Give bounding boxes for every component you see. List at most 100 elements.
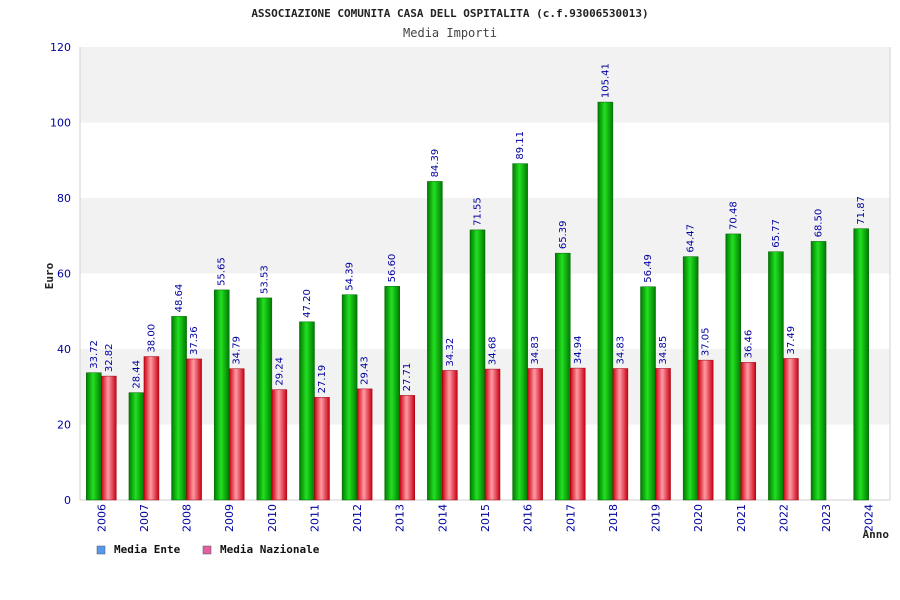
data-label: 71.87 [856, 196, 867, 225]
bar-media-ente [597, 101, 614, 501]
data-label: 37.49 [786, 326, 797, 355]
bar-media-nazionale [101, 375, 117, 501]
bar-media-ente [469, 229, 486, 501]
data-label: 29.24 [274, 357, 285, 386]
bar-media-ente [128, 392, 145, 501]
data-label: 70.48 [728, 201, 739, 230]
bar-media-nazionale [783, 358, 799, 501]
data-label: 34.68 [488, 336, 499, 365]
y-tick-label: 40 [57, 343, 71, 356]
data-label: 37.05 [701, 327, 712, 356]
data-label: 65.39 [558, 221, 569, 250]
x-tick-label: 2007 [138, 504, 151, 532]
bar-media-nazionale [697, 359, 714, 501]
data-label: 37.36 [189, 326, 200, 355]
x-tick-label: 2010 [266, 504, 279, 532]
data-label: 56.49 [643, 254, 654, 283]
x-tick-label: 2016 [522, 504, 535, 532]
data-label: 84.39 [430, 149, 441, 178]
bar-media-nazionale [442, 370, 458, 501]
y-tick-label: 20 [57, 419, 71, 432]
x-tick-label: 2017 [564, 504, 577, 532]
bar-media-ente [725, 233, 742, 501]
bar-media-nazionale [655, 368, 671, 501]
bar-media-nazionale [527, 368, 543, 501]
data-label: 34.83 [615, 336, 626, 365]
x-tick-label: 2022 [777, 504, 790, 532]
bar-media-ente [427, 181, 443, 501]
x-tick-label: 2009 [223, 504, 236, 532]
bar-media-ente [512, 163, 528, 501]
data-label: 54.39 [345, 262, 356, 291]
x-tick-label: 2006 [95, 504, 108, 532]
data-label: 55.65 [217, 257, 228, 286]
bar-media-ente [640, 286, 656, 501]
bar-media-ente [555, 252, 571, 501]
x-tick-label: 2023 [820, 504, 833, 532]
bar-media-nazionale [228, 368, 245, 501]
bar-media-ente [86, 372, 102, 501]
bar-media-nazionale [186, 358, 202, 501]
data-label: 27.19 [317, 365, 328, 394]
bars: 33.72 32.82 28.44 38.00 48.64 37.36 55.65 34.79… [86, 63, 869, 501]
data-label: 34.85 [658, 336, 669, 365]
grid-band [80, 122, 890, 198]
y-tick-label: 80 [57, 192, 71, 205]
data-label: 36.46 [743, 330, 754, 359]
data-label: 34.32 [445, 338, 456, 367]
y-tick-label: 0 [64, 494, 71, 507]
bar-media-nazionale [271, 389, 288, 501]
x-tick-label: 2019 [650, 504, 663, 532]
bar-media-nazionale [740, 362, 757, 501]
data-label: 64.47 [686, 224, 697, 253]
x-tick-label: 2013 [394, 504, 407, 532]
data-label: 33.72 [89, 340, 100, 369]
data-label: 34.94 [573, 335, 584, 364]
data-label: 34.83 [530, 336, 541, 365]
x-tick-label: 2015 [479, 504, 492, 532]
bar-media-nazionale [399, 395, 415, 501]
chart-subtitle: Media Importi [403, 26, 497, 40]
bar-media-nazionale [314, 397, 330, 501]
x-tick-label: 2011 [308, 504, 321, 532]
data-label: 32.82 [104, 343, 115, 372]
bar-media-ente [384, 286, 400, 501]
bar-media-nazionale [356, 388, 373, 501]
legend-label: Media Nazionale [220, 543, 320, 556]
data-label: 65.77 [771, 219, 782, 248]
x-axis-label: Anno [863, 528, 890, 541]
data-label: 48.64 [174, 284, 185, 313]
grid-band [80, 47, 890, 123]
bar-media-ente [256, 297, 273, 501]
x-tick-label: 2008 [181, 504, 194, 532]
x-tick-label: 2012 [351, 504, 364, 532]
bar-media-ente [853, 228, 869, 501]
bar-media-ente [299, 321, 315, 501]
y-axis-label: Euro [43, 262, 56, 289]
x-tick-label: 2018 [607, 504, 620, 532]
bar-media-ente [341, 294, 358, 501]
bar-media-ente [682, 256, 699, 501]
bar-media-nazionale [570, 367, 586, 501]
data-label: 27.71 [402, 363, 413, 392]
data-label: 28.44 [131, 360, 142, 389]
bar-media-nazionale [143, 356, 160, 501]
x-tick-label: 2024 [863, 504, 876, 532]
x-tick-label: 2020 [692, 504, 705, 532]
legend-label: Media Ente [114, 543, 181, 556]
bar-media-ente [213, 289, 230, 501]
data-label: 38.00 [146, 324, 157, 353]
x-tick-label: 2021 [735, 504, 748, 532]
bar-media-nazionale [612, 368, 629, 501]
bar-media-ente [171, 316, 187, 501]
data-label: 53.53 [259, 265, 270, 294]
data-label: 89.11 [515, 131, 526, 160]
x-tick-label: 2014 [436, 504, 449, 532]
bar-media-ente [810, 241, 827, 501]
legend-swatch [202, 545, 212, 555]
data-label: 34.79 [232, 336, 243, 365]
data-label: 68.50 [814, 209, 825, 238]
y-tick-label: 120 [50, 41, 71, 54]
data-label: 29.43 [360, 356, 371, 385]
